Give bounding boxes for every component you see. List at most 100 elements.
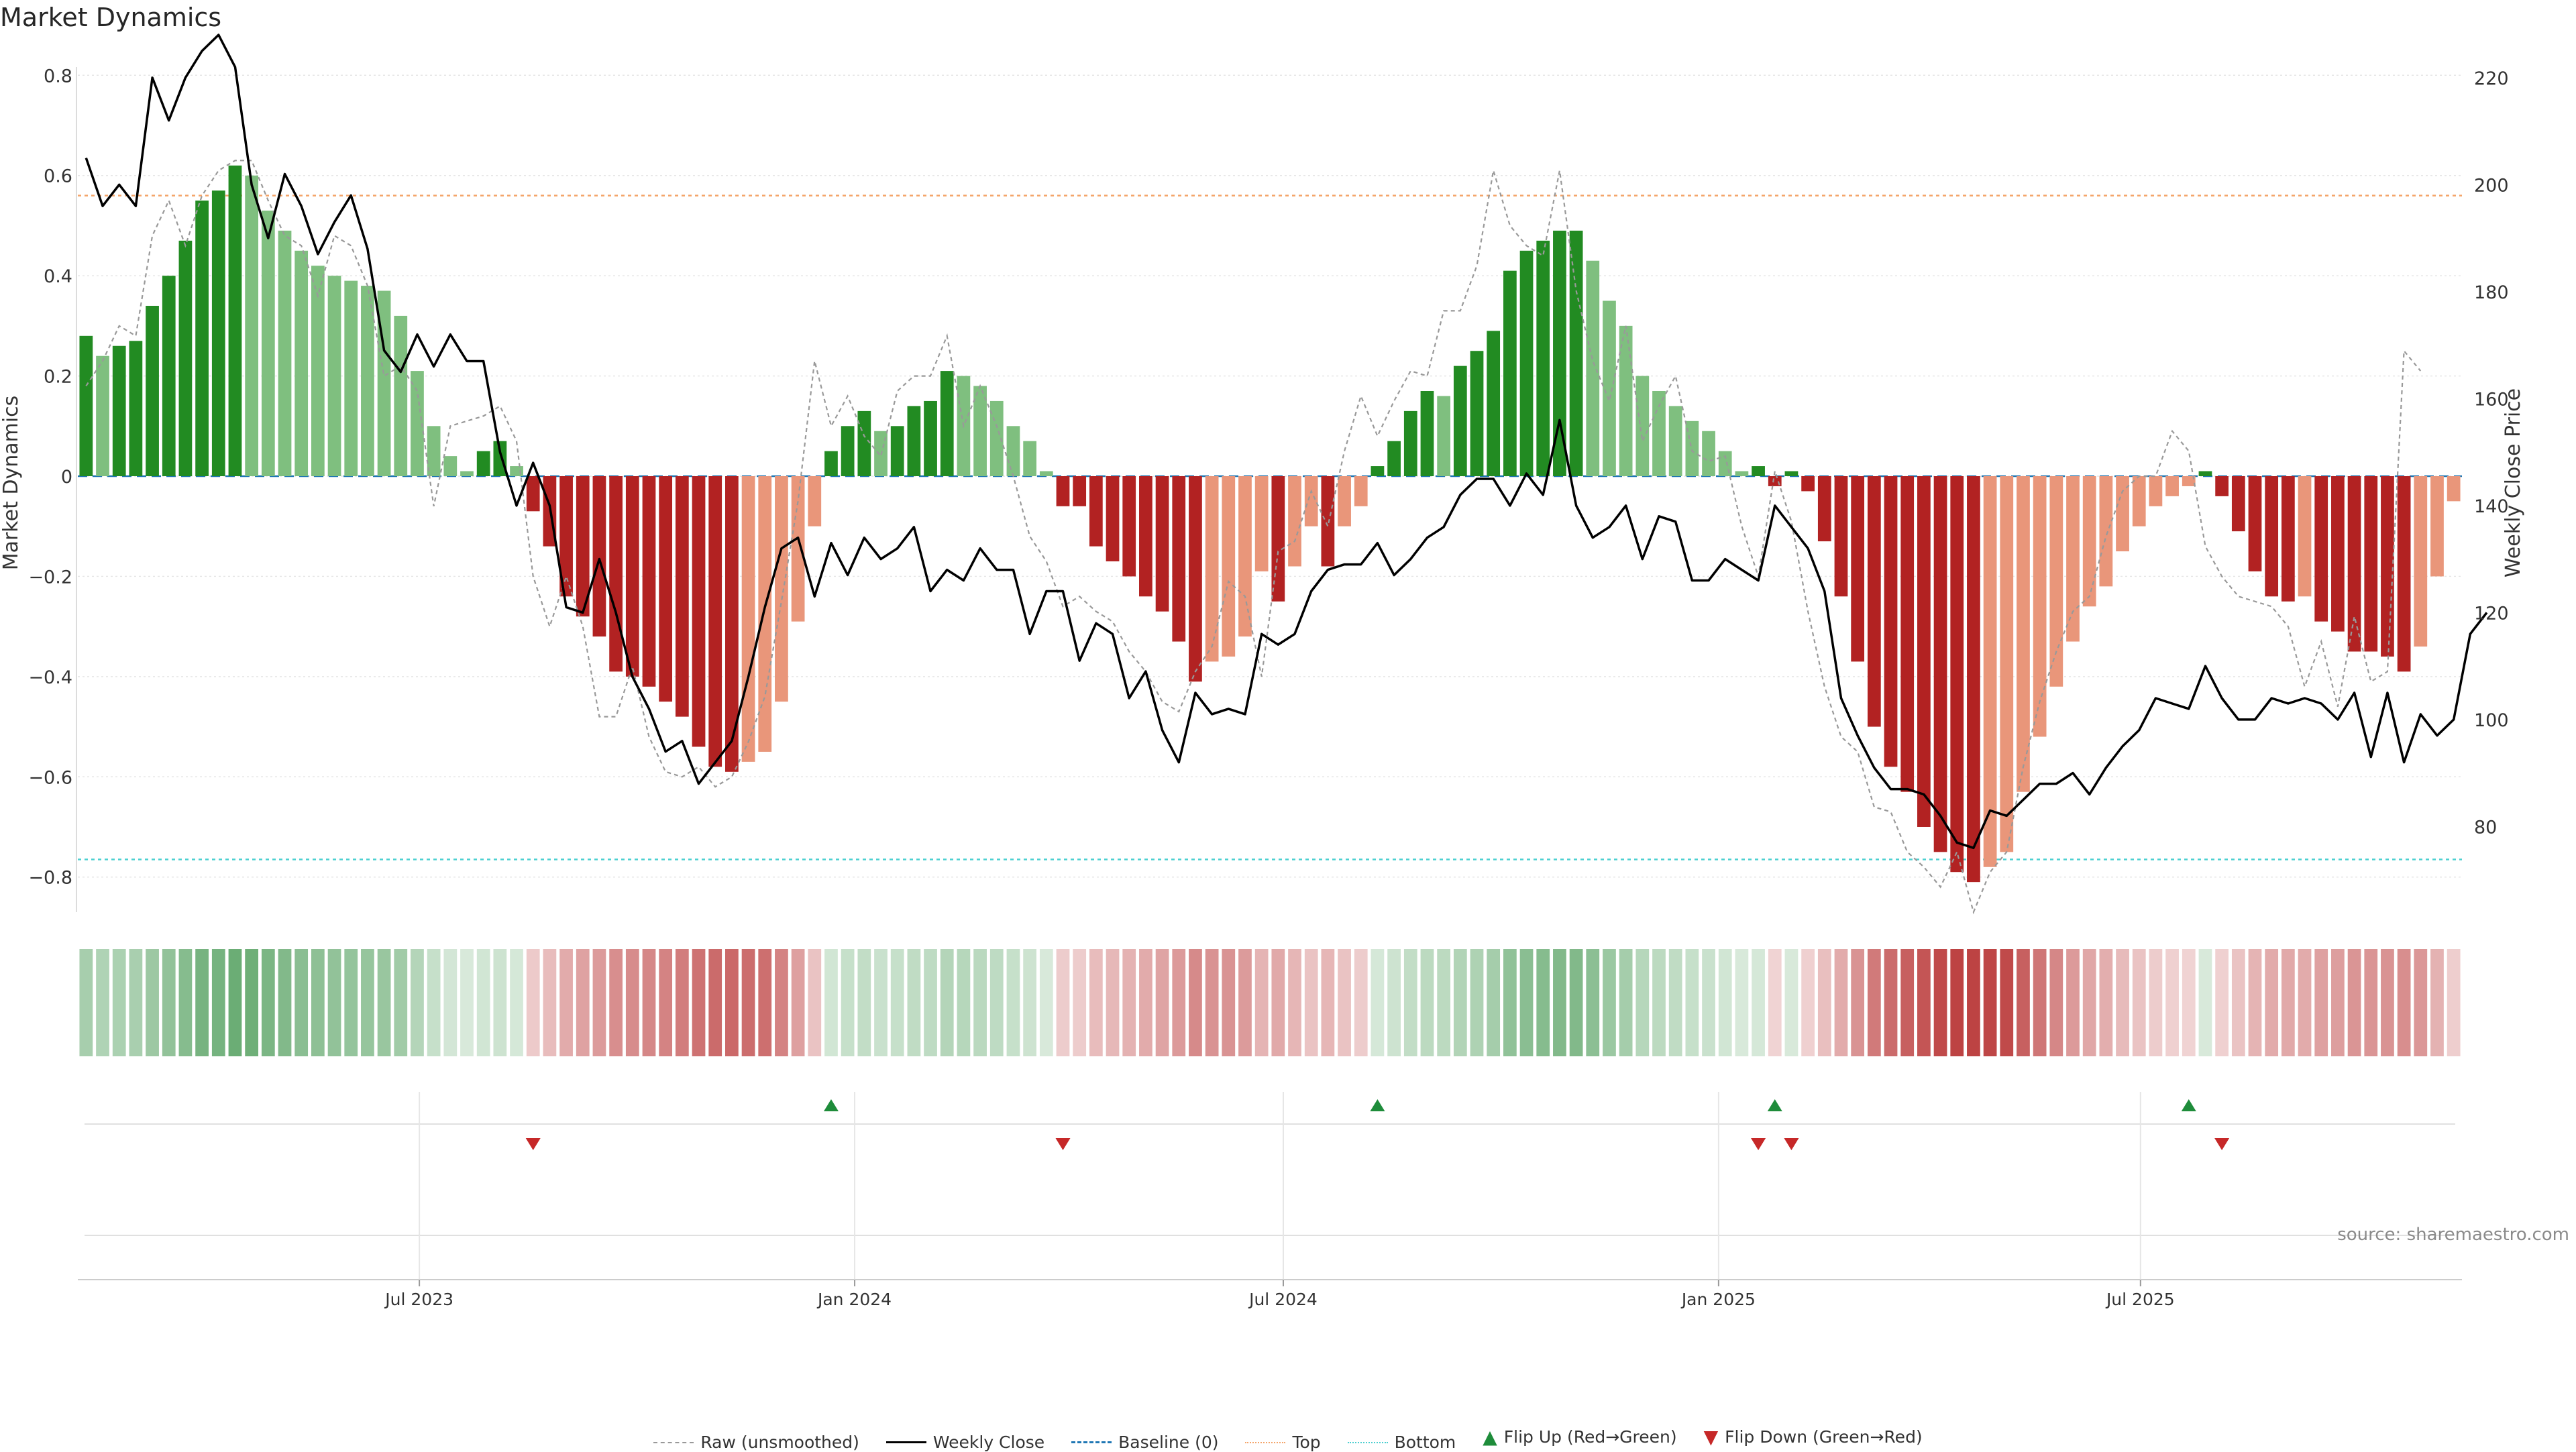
heat-cell <box>162 949 176 1056</box>
heat-cell <box>1752 949 1765 1056</box>
heat-cell <box>2198 949 2212 1056</box>
bar <box>1519 250 1534 476</box>
heat-cell <box>2116 949 2129 1056</box>
bar <box>741 476 755 762</box>
bar <box>1420 390 1434 476</box>
bar <box>2364 476 2378 652</box>
heat-cell <box>1900 949 1915 1056</box>
legend-flip-down-label: Flip Down (Green→Red) <box>1725 1427 1923 1447</box>
heat-cell <box>294 949 309 1056</box>
bar <box>1553 230 1566 476</box>
bar <box>2414 476 2428 647</box>
legend-item-top[interactable]: Top <box>1245 1433 1321 1452</box>
bar <box>1371 466 1385 476</box>
heat-cell <box>791 949 805 1056</box>
reference-lines <box>78 194 2462 860</box>
heat-cell <box>808 949 822 1056</box>
heat-cell <box>2182 949 2196 1056</box>
y-left-tick-label: −0.4 <box>28 667 72 688</box>
x-tick-label: Jan 2024 <box>816 1290 892 1309</box>
heat-cell <box>1354 949 1368 1056</box>
heat-cell <box>311 949 325 1056</box>
bar <box>361 286 374 476</box>
bar-layer <box>79 165 2461 883</box>
legend-top-swatch <box>1245 1441 1286 1443</box>
bar <box>1536 240 1550 476</box>
heat-cell <box>989 949 1004 1056</box>
legend-item-weekly[interactable]: Weekly Close <box>885 1433 1044 1452</box>
bar <box>857 410 871 476</box>
heat-cell <box>874 949 888 1056</box>
bar <box>2082 476 2096 607</box>
bar <box>1784 471 1799 476</box>
heat-cell <box>2397 949 2411 1056</box>
bar <box>1122 476 1136 577</box>
heat-cell <box>1487 949 1501 1056</box>
legend-item-flip-up[interactable]: ▲ Flip Up (Red→Green) <box>1483 1427 1676 1447</box>
legend-item-bottom[interactable]: Bottom <box>1347 1433 1456 1452</box>
bar <box>625 476 639 677</box>
bar <box>1321 476 1335 567</box>
bar <box>2231 476 2245 532</box>
bar <box>2397 476 2411 672</box>
bar <box>1801 476 1815 492</box>
bar <box>1304 476 1318 526</box>
bar <box>1039 471 1053 476</box>
y-left-tick-label: 0.2 <box>44 367 72 388</box>
bar <box>1487 331 1501 476</box>
bar <box>1089 476 1103 547</box>
heat-cell <box>1453 949 1467 1056</box>
bar <box>2149 476 2163 506</box>
bar <box>841 426 855 476</box>
x-tick-label: Jul 2024 <box>1248 1290 1318 1309</box>
heat-cell <box>526 949 540 1056</box>
bar <box>559 476 573 597</box>
heat-cell <box>1073 949 1087 1056</box>
heat-cell <box>592 949 606 1056</box>
heat-cell <box>1023 949 1037 1056</box>
bar <box>1603 300 1616 476</box>
bar <box>708 476 722 767</box>
bar <box>1172 476 1186 642</box>
heat-cell <box>1917 949 1931 1056</box>
heat-cell <box>675 949 689 1056</box>
bar <box>211 190 225 476</box>
heat-cell <box>146 949 159 1056</box>
legend-item-baseline[interactable]: Baseline (0) <box>1071 1433 1218 1452</box>
legend-item-flip-down[interactable]: ▼ Flip Down (Green→Red) <box>1704 1427 1923 1447</box>
source-credit: source: sharemaestro.com <box>2337 1225 2569 1245</box>
bar <box>1685 421 1699 476</box>
x-axis: Jul 2023 Jan 2024 Jul 2024 Jan 2025 Jul 2025 <box>78 1092 2462 1309</box>
bar <box>1851 476 1865 662</box>
heat-cell <box>1437 949 1451 1056</box>
bar <box>1967 476 1980 883</box>
heat-cell <box>659 949 673 1056</box>
heat-cell <box>1553 949 1566 1056</box>
bar <box>311 266 325 476</box>
flip-markers <box>85 1099 2455 1236</box>
heat-cell <box>841 949 855 1056</box>
legend-top-label: Top <box>1292 1433 1321 1452</box>
flip-up-icon: ▲ <box>1483 1425 1497 1448</box>
heat-cell <box>1702 949 1715 1056</box>
bar <box>1718 451 1732 476</box>
bar <box>1619 325 1633 476</box>
heat-cell <box>758 949 772 1056</box>
bar <box>2132 476 2146 526</box>
heat-cell <box>2430 949 2444 1056</box>
heat-cell <box>1569 949 1583 1056</box>
bar <box>1503 270 1517 476</box>
bar <box>411 371 424 476</box>
bar <box>228 165 242 476</box>
bar <box>526 476 540 512</box>
bar <box>2314 476 2328 622</box>
bar <box>1222 476 1236 657</box>
heat-cell <box>857 949 871 1056</box>
legend-weekly-swatch <box>885 1441 926 1443</box>
heat-cell <box>394 949 408 1056</box>
legend-item-raw[interactable]: Raw (unsmoothed) <box>653 1433 859 1452</box>
heat-cell <box>1304 949 1318 1056</box>
axis-layer: 0.8 0.6 0.4 0.2 0 −0.2 −0.4 −0.6 −0.8 220 200 180 16… <box>28 66 2509 912</box>
y-left-tick-label: 0.4 <box>44 266 72 287</box>
heat-cell <box>2381 949 2394 1056</box>
